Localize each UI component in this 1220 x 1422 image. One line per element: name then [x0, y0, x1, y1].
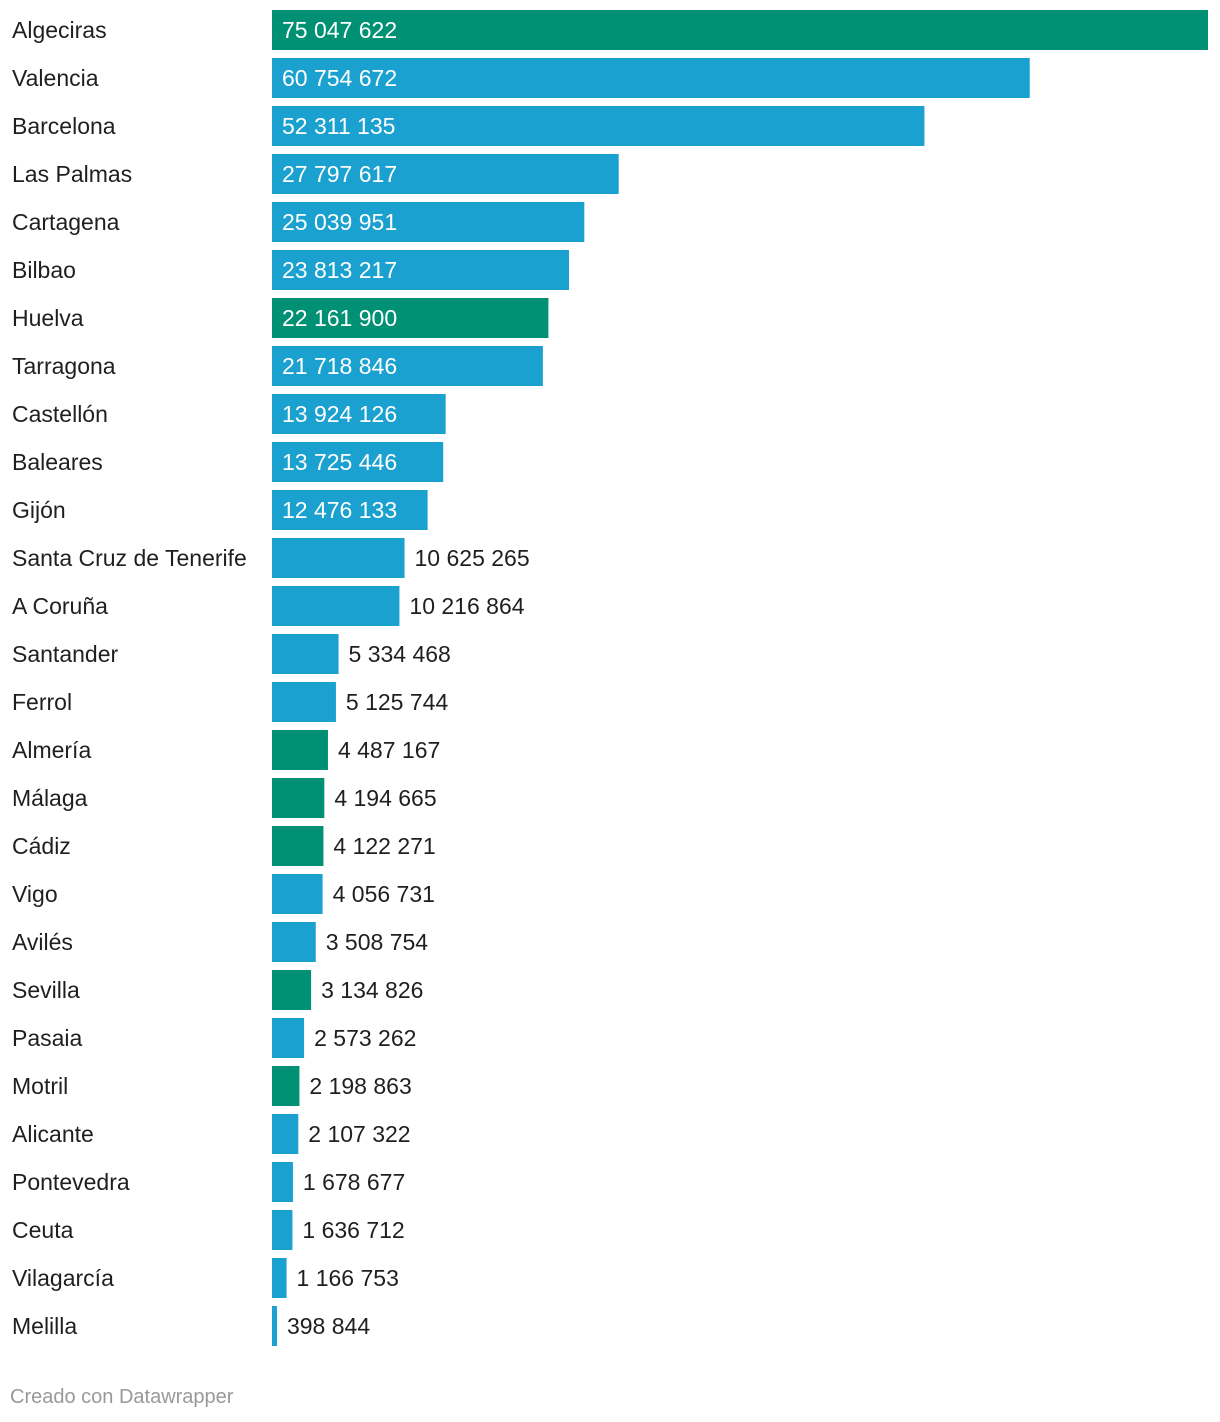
datawrapper-credit: Creado con Datawrapper — [10, 1386, 234, 1408]
bar-cadiz — [272, 826, 324, 866]
category-label-malaga: Málaga — [12, 785, 88, 811]
value-label-melilla: 398 844 — [287, 1313, 370, 1339]
bar-pasaia — [272, 1018, 305, 1058]
value-label-aviles: 3 508 754 — [326, 929, 429, 955]
category-label-tarragona: Tarragona — [12, 353, 116, 379]
value-label-bilbao: 23 813 217 — [282, 257, 397, 283]
bar-barcelona — [272, 106, 925, 146]
category-label-santa-cruz-de-tenerife: Santa Cruz de Tenerife — [12, 545, 247, 571]
bar-a-coruna — [272, 586, 400, 626]
value-label-vigo: 4 056 731 — [333, 881, 435, 907]
category-label-algeciras: Algeciras — [12, 17, 107, 43]
value-label-a-coruna: 10 216 864 — [409, 593, 524, 619]
value-label-pasaia: 2 573 262 — [314, 1025, 416, 1051]
category-label-ferrol: Ferrol — [12, 689, 72, 715]
bar-malaga — [272, 778, 325, 818]
bar-santander — [272, 634, 339, 674]
category-label-aviles: Avilés — [12, 929, 73, 955]
bar-chart: Algeciras 75 047 622 Valencia 60 754 672 Bar… — [12, 10, 1208, 1346]
bar-ferrol — [272, 682, 336, 722]
value-label-santander: 5 334 468 — [349, 641, 451, 667]
bar-melilla — [272, 1306, 277, 1346]
category-label-pontevedra: Pontevedra — [12, 1169, 130, 1195]
category-label-ceuta: Ceuta — [12, 1217, 74, 1243]
value-label-alicante: 2 107 322 — [308, 1121, 410, 1147]
bar-sevilla — [272, 970, 312, 1010]
value-label-cartagena: 25 039 951 — [282, 209, 397, 235]
category-label-motril: Motril — [12, 1073, 68, 1099]
value-label-las-palmas: 27 797 617 — [282, 161, 397, 187]
value-label-gijon: 12 476 133 — [282, 497, 397, 523]
category-label-cadiz: Cádiz — [12, 833, 71, 859]
category-label-sevilla: Sevilla — [12, 977, 80, 1003]
category-label-huelva: Huelva — [12, 305, 84, 331]
category-label-bilbao: Bilbao — [12, 257, 76, 283]
bar-castellon — [272, 394, 446, 434]
value-label-ceuta: 1 636 712 — [302, 1217, 404, 1243]
value-label-vilagarcia: 1 166 753 — [297, 1265, 399, 1291]
bar-las-palmas — [272, 154, 619, 194]
value-label-algeciras: 75 047 622 — [282, 17, 397, 43]
bar-aviles — [272, 922, 316, 962]
category-label-cartagena: Cartagena — [12, 209, 120, 235]
category-label-almeria: Almería — [12, 737, 91, 763]
category-label-vigo: Vigo — [12, 881, 58, 907]
bar-alicante — [272, 1114, 299, 1154]
category-label-melilla: Melilla — [12, 1313, 77, 1339]
bar-almeria — [272, 730, 328, 770]
category-label-alicante: Alicante — [12, 1121, 94, 1147]
bar-huelva — [272, 298, 549, 338]
value-label-baleares: 13 725 446 — [282, 449, 397, 475]
value-label-cadiz: 4 122 271 — [333, 833, 435, 859]
bar-valencia — [272, 58, 1030, 98]
value-label-valencia: 60 754 672 — [282, 65, 397, 91]
category-label-barcelona: Barcelona — [12, 113, 116, 139]
category-label-vilagarcia: Vilagarcía — [12, 1265, 114, 1291]
value-label-malaga: 4 194 665 — [334, 785, 436, 811]
bar-vigo — [272, 874, 323, 914]
value-label-castellon: 13 924 126 — [282, 401, 397, 427]
bar-motril — [272, 1066, 300, 1106]
category-label-santander: Santander — [12, 641, 118, 667]
category-label-baleares: Baleares — [12, 449, 103, 475]
value-label-ferrol: 5 125 744 — [346, 689, 449, 715]
bar-cartagena — [272, 202, 585, 242]
value-label-sevilla: 3 134 826 — [321, 977, 423, 1003]
value-label-motril: 2 198 863 — [309, 1073, 411, 1099]
value-label-barcelona: 52 311 135 — [282, 113, 395, 139]
value-label-almeria: 4 487 167 — [338, 737, 440, 763]
bar-santa-cruz-de-tenerife — [272, 538, 405, 578]
category-label-valencia: Valencia — [12, 65, 99, 91]
value-label-tarragona: 21 718 846 — [282, 353, 397, 379]
category-label-pasaia: Pasaia — [12, 1025, 83, 1051]
category-label-a-coruna: A Coruña — [12, 593, 108, 619]
bar-ceuta — [272, 1210, 293, 1250]
bar-pontevedra — [272, 1162, 293, 1202]
bar-bilbao — [272, 250, 570, 290]
bar-vilagarcia — [272, 1258, 287, 1298]
value-label-pontevedra: 1 678 677 — [303, 1169, 405, 1195]
bar-algeciras — [272, 10, 1208, 50]
bar-gijon — [272, 490, 428, 530]
category-label-castellon: Castellón — [12, 401, 108, 427]
value-label-huelva: 22 161 900 — [282, 305, 397, 331]
bar-tarragona — [272, 346, 543, 386]
bar-baleares — [272, 442, 444, 482]
category-label-gijon: Gijón — [12, 497, 66, 523]
category-label-las-palmas: Las Palmas — [12, 161, 132, 187]
value-label-santa-cruz-de-tenerife: 10 625 265 — [415, 545, 530, 571]
